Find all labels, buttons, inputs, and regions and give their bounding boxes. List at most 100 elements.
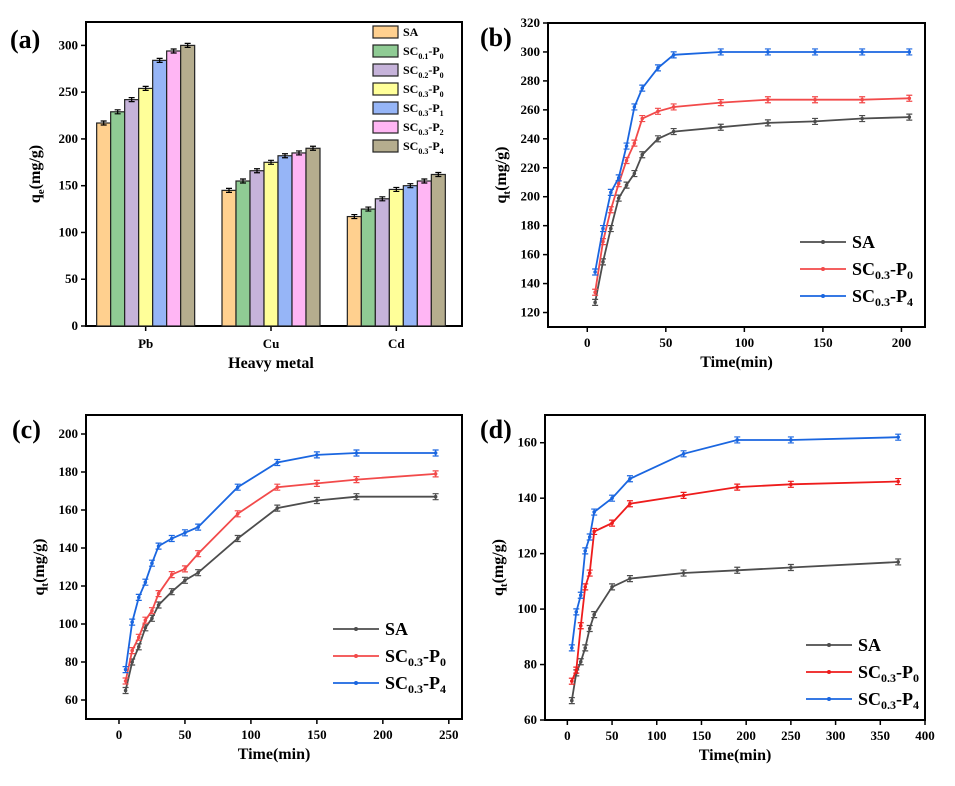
data-point [896, 435, 900, 439]
data-point [592, 510, 596, 514]
bar [374, 198, 390, 327]
y-tick-label: 200 [521, 189, 541, 204]
bar [346, 215, 362, 327]
legend-marker [827, 670, 831, 674]
y-tick-label: 60 [65, 692, 78, 707]
data-point [150, 561, 154, 565]
data-point [593, 300, 597, 305]
data-point [640, 152, 645, 157]
data-point [169, 536, 174, 541]
y-tick-label: 160 [518, 435, 538, 450]
data-point [587, 535, 592, 539]
data-point [813, 50, 817, 54]
data-point [907, 50, 912, 54]
legend-label: SA [403, 25, 419, 39]
error-bar [435, 171, 442, 178]
data-point [433, 494, 438, 499]
y-tick-label: 180 [59, 464, 79, 479]
legend-label: SC0.3-P0 [852, 259, 913, 282]
bar [249, 170, 265, 327]
y-tick-label: 320 [521, 15, 541, 30]
error-bar [393, 186, 400, 193]
data-point [150, 608, 154, 613]
y-tick-label: 120 [518, 546, 538, 561]
data-point [656, 66, 660, 70]
error-bar [365, 206, 372, 212]
data-point [628, 576, 632, 581]
data-point [183, 567, 187, 571]
data-point [574, 668, 579, 672]
data-point [183, 578, 187, 583]
legend-marker [821, 240, 825, 244]
legend-swatch [372, 63, 399, 77]
x-tick-label: Cd [388, 336, 405, 351]
data-point [718, 100, 723, 105]
error-bar [240, 178, 246, 184]
legend-swatch [372, 82, 399, 96]
legend-marker [354, 654, 358, 658]
legend-label: SA [852, 232, 875, 252]
error-bar [268, 159, 274, 165]
y-tick-label: 200 [59, 131, 79, 146]
error-bar [184, 42, 191, 48]
data-point [735, 485, 740, 489]
data-point [136, 645, 141, 649]
bar [291, 152, 307, 327]
legend-label: SC0.3-P0 [385, 646, 446, 669]
legend-label: SC0.2-P0 [403, 63, 444, 80]
x-tick-label: 200 [736, 728, 756, 743]
data-point [766, 121, 770, 125]
panel-label: (a) [10, 25, 40, 54]
y-axis-title: qt(mg/g) [490, 539, 510, 596]
x-tick-label: 150 [692, 728, 712, 743]
error-bar [379, 196, 386, 202]
series-line [570, 436, 899, 649]
data-point [130, 660, 134, 664]
data-point [130, 620, 134, 624]
legend-label: SA [858, 635, 881, 655]
bar [124, 99, 140, 327]
legend-swatch [372, 25, 399, 39]
y-tick-label: 50 [65, 271, 78, 286]
error-bar [351, 213, 358, 220]
data-point [315, 498, 319, 503]
data-point [275, 460, 280, 465]
data-point [143, 618, 148, 622]
y-tick-label: 100 [59, 224, 79, 239]
data-point [235, 536, 240, 541]
data-point [671, 129, 676, 134]
data-point [196, 525, 200, 529]
data-point [616, 196, 621, 200]
data-point [789, 482, 793, 487]
data-point [592, 612, 596, 617]
data-point [896, 479, 900, 484]
data-point [123, 667, 128, 672]
x-tick-label: 250 [781, 728, 801, 743]
data-point [592, 529, 596, 534]
y-tick-label: 60 [524, 712, 537, 727]
bar [388, 188, 404, 327]
data-point [718, 125, 723, 130]
data-point [656, 109, 660, 114]
x-axis-title: Heavy metal [228, 355, 314, 372]
bar [152, 59, 168, 327]
y-tick-label: 140 [521, 276, 541, 291]
data-point [183, 531, 187, 535]
data-point [616, 181, 621, 186]
data-point [610, 496, 614, 500]
data-point [169, 589, 174, 594]
panel-label: (d) [480, 415, 512, 444]
data-point [593, 270, 597, 274]
legend-marker [354, 627, 358, 631]
panel-d: 60 80 100 120 140 160 0 50 100 150 200 250 300 350 400… [480, 414, 935, 764]
data-point [609, 207, 613, 212]
y-tick-label: 0 [72, 318, 79, 333]
data-point [632, 141, 637, 145]
data-point [136, 595, 141, 600]
data-point [570, 698, 574, 703]
y-tick-label: 160 [59, 502, 79, 517]
bar [166, 50, 182, 327]
panel-a: 0 50 100 150 200 250 300 Pb Cu Cd Heavy metal qe(mg… [10, 21, 463, 372]
data-point [593, 290, 597, 295]
data-point [354, 451, 359, 455]
